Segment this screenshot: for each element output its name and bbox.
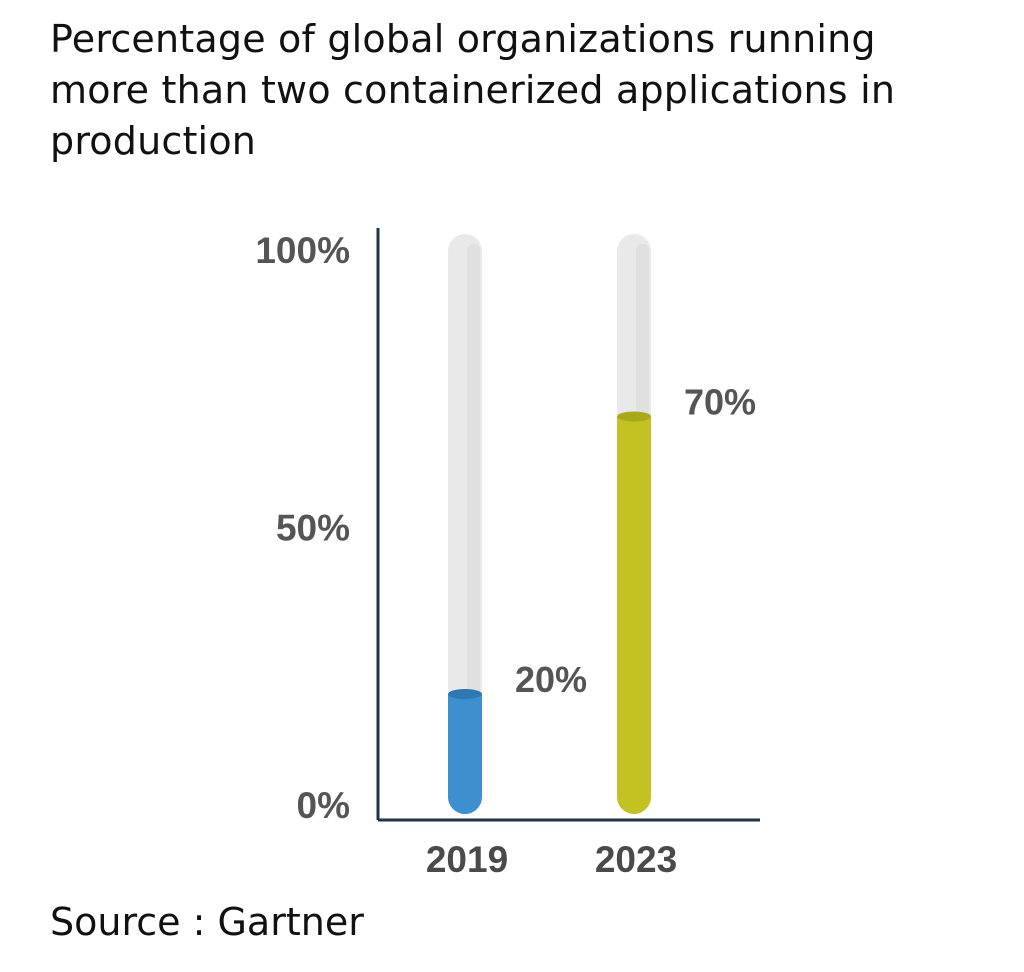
- bar-fill-top: [617, 411, 651, 422]
- chart-title-line: more than two containerized applications…: [50, 68, 896, 112]
- bar-track-shade: [467, 244, 480, 804]
- chart-title-line: Percentage of global organizations runni…: [50, 17, 876, 61]
- x-category-label: 2023: [595, 839, 677, 880]
- bar-fill: [448, 694, 482, 814]
- bar-fill: [617, 416, 651, 814]
- chart-title: Percentage of global organizations runni…: [50, 14, 1010, 167]
- y-tick-label: 50%: [276, 508, 350, 549]
- data-label: 20%: [515, 659, 587, 700]
- data-label: 70%: [684, 382, 756, 423]
- source-note: Source : Gartner: [50, 900, 364, 944]
- chart-title-line: production: [50, 119, 257, 163]
- y-tick-label: 0%: [297, 785, 350, 826]
- y-tick-label: 100%: [255, 230, 350, 271]
- x-category-label: 2019: [426, 839, 508, 880]
- bar-fill-top: [448, 689, 482, 699]
